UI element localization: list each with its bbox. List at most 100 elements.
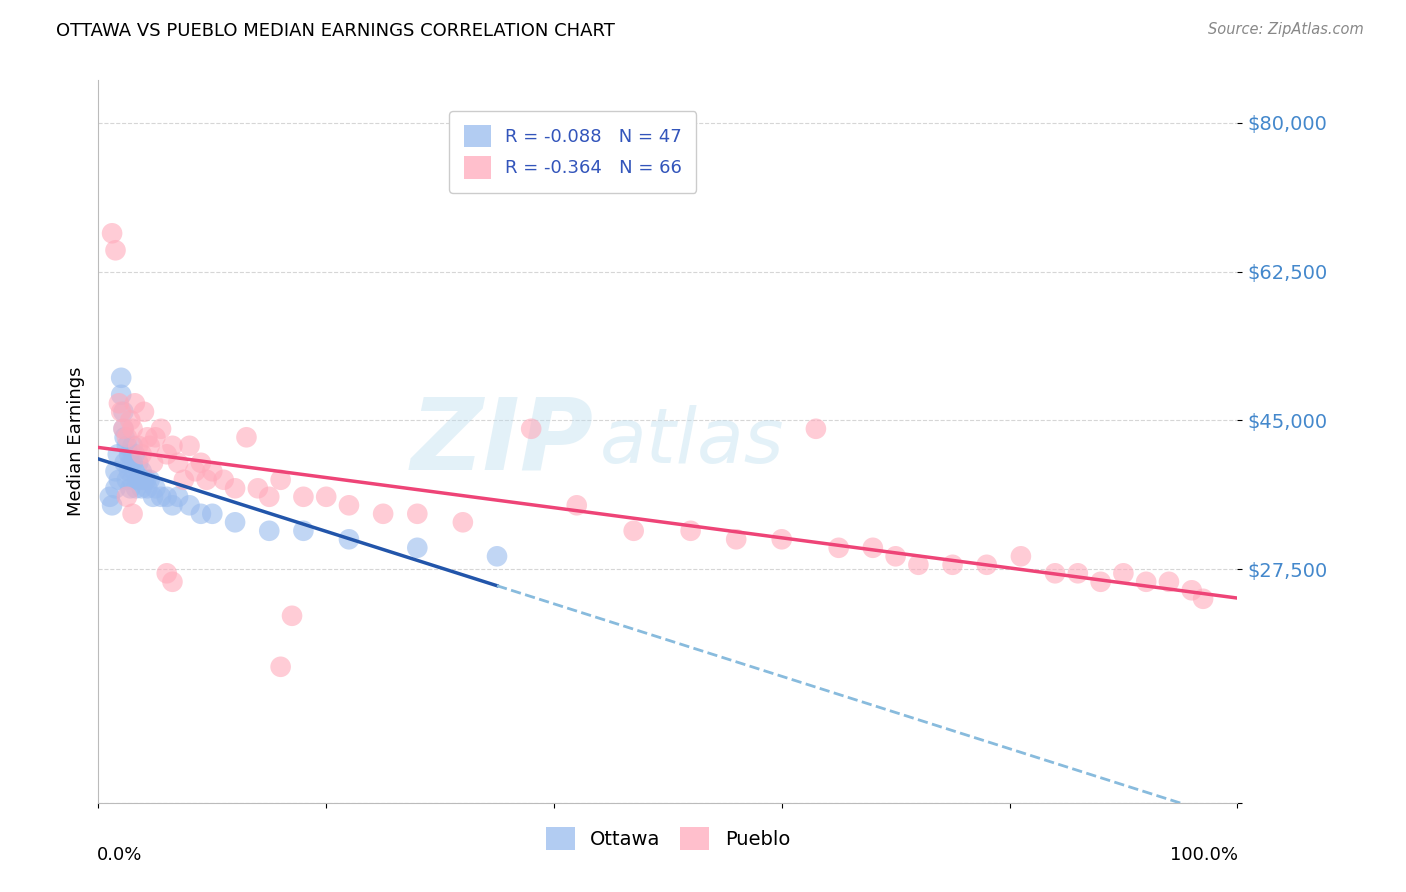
Point [132,473,155,487]
Point [828,541,851,555]
Point [201,507,224,521]
Point [315,490,337,504]
Point [224,481,246,495]
Point [1135,574,1157,589]
Point [520,422,543,436]
Point [770,533,793,547]
Point [120,413,142,427]
Point [110,405,132,419]
Point [127,456,149,470]
Point [1043,566,1066,581]
Point [162,574,184,589]
Point [132,405,155,419]
Point [114,430,136,444]
Point [173,473,195,487]
Point [804,422,827,436]
Point [112,405,135,419]
Point [124,464,146,478]
Point [212,473,235,487]
Point [150,422,173,436]
Point [120,481,142,495]
Point [124,396,146,410]
Point [138,473,160,487]
Point [451,516,474,530]
Point [131,447,153,461]
Point [136,481,159,495]
Point [121,422,143,436]
Point [270,473,292,487]
Point [124,447,146,461]
Point [623,524,645,538]
Text: 100.0%: 100.0% [1170,847,1239,864]
Point [115,439,138,453]
Point [270,660,292,674]
Point [101,498,124,512]
Y-axis label: Median Earnings: Median Earnings [66,367,84,516]
Point [110,371,132,385]
Point [179,439,201,453]
Point [1090,574,1112,589]
Point [156,447,179,461]
Point [190,507,212,521]
Point [565,498,588,512]
Point [115,430,138,444]
Text: atlas: atlas [599,405,785,478]
Point [131,464,153,478]
Point [115,490,138,504]
Point [406,541,429,555]
Point [121,473,143,487]
Point [907,558,929,572]
Point [406,507,429,521]
Point [108,396,131,410]
Point [259,524,281,538]
Point [142,490,165,504]
Point [179,498,201,512]
Point [108,473,131,487]
Point [114,456,136,470]
Point [156,490,179,504]
Point [1192,591,1215,606]
Point [118,464,141,478]
Point [162,498,184,512]
Point [156,566,179,581]
Point [1112,566,1135,581]
Point [184,464,207,478]
Point [259,490,281,504]
Legend: Ottawa, Pueblo: Ottawa, Pueblo [537,819,799,858]
Point [195,473,218,487]
Point [118,447,141,461]
Point [115,473,138,487]
Point [121,507,143,521]
Point [150,490,173,504]
Point [125,481,148,495]
Point [884,549,907,564]
Point [104,481,127,495]
Point [135,473,157,487]
Point [107,447,129,461]
Point [142,456,165,470]
Point [292,490,315,504]
Point [131,481,153,495]
Text: 0.0%: 0.0% [97,847,142,864]
Point [145,481,167,495]
Point [862,541,884,555]
Point [1067,566,1090,581]
Text: OTTAWA VS PUEBLO MEDIAN EARNINGS CORRELATION CHART: OTTAWA VS PUEBLO MEDIAN EARNINGS CORRELA… [56,22,614,40]
Point [101,227,124,241]
Point [1181,583,1204,598]
Point [725,533,748,547]
Point [246,481,269,495]
Point [201,464,224,478]
Point [371,507,394,521]
Point [1010,549,1032,564]
Text: ZIP: ZIP [411,393,593,490]
Point [190,456,212,470]
Point [112,422,135,436]
Point [136,430,159,444]
Point [104,464,127,478]
Text: Source: ZipAtlas.com: Source: ZipAtlas.com [1208,22,1364,37]
Point [337,533,360,547]
Point [486,549,509,564]
Point [224,516,246,530]
Point [127,439,149,453]
